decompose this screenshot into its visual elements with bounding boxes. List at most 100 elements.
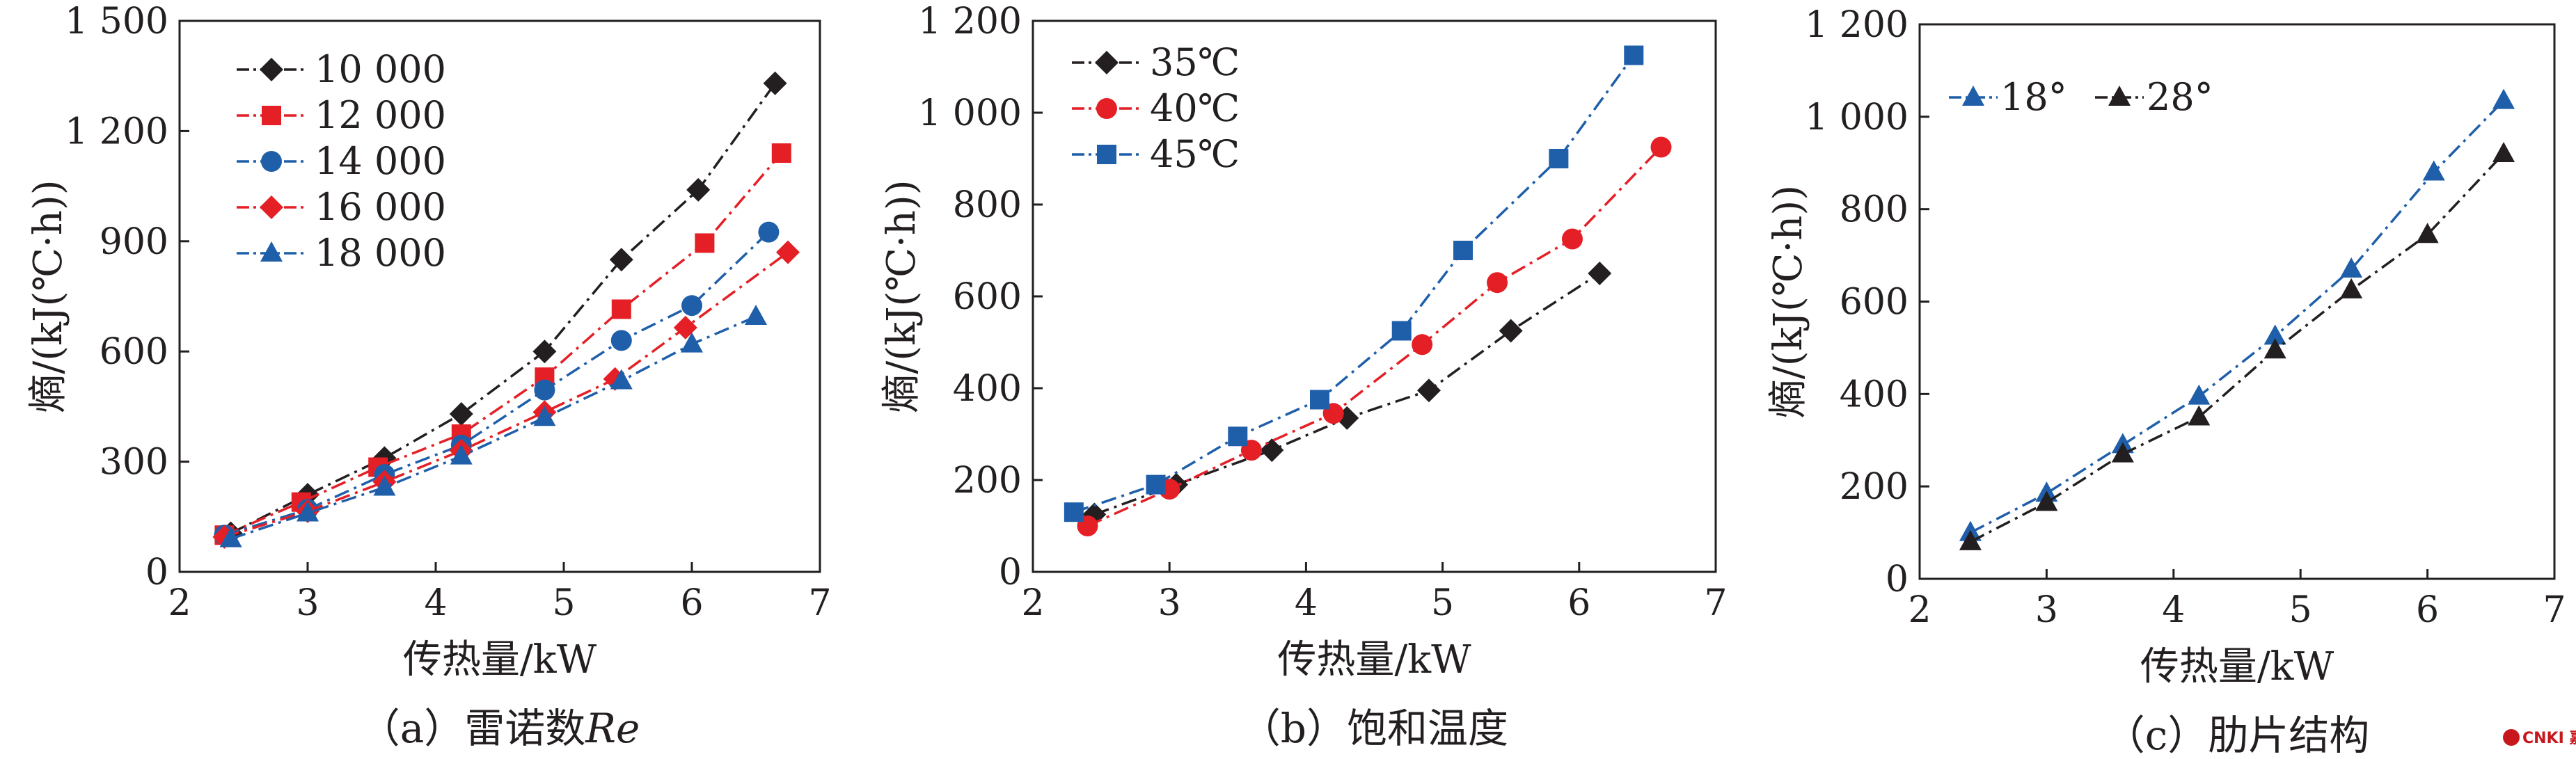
watermark: CNKI 嘉达信	[2503, 729, 2576, 747]
data-point	[534, 379, 555, 401]
y-tick-label: 0	[1886, 559, 1909, 600]
panel-caption: （a）雷诺数Re	[360, 705, 640, 752]
x-tick-label: 5	[2289, 589, 2312, 631]
data-point	[2492, 141, 2515, 162]
y-tick-label: 0	[145, 552, 168, 593]
data-point	[695, 233, 715, 253]
data-point	[219, 527, 242, 548]
y-tick-label: 1 500	[65, 1, 168, 42]
series-a-4	[219, 305, 767, 548]
y-tick-label: 0	[999, 552, 1022, 593]
data-point	[2263, 338, 2286, 359]
series-b-1	[1077, 136, 1672, 536]
legend-label: 14 000	[315, 139, 446, 183]
data-point	[2340, 257, 2363, 278]
legend-marker	[261, 151, 282, 172]
legend-label: 10 000	[315, 47, 446, 91]
panel-caption: （c）肋片结构	[2105, 712, 2369, 756]
data-point	[1412, 334, 1433, 355]
data-point	[1487, 272, 1508, 294]
y-axis-label: 熵/(kJ(℃·h))	[879, 179, 924, 413]
data-point	[1228, 426, 1248, 447]
series-line	[1970, 152, 2505, 543]
legend-label: 40℃	[1150, 86, 1240, 130]
x-tick-label: 2	[1021, 582, 1044, 624]
plot-frame	[1032, 19, 1717, 573]
series-c-1	[1959, 141, 2515, 550]
series-b-2	[1064, 45, 1644, 522]
caption-text: （b）饱和温度	[1240, 705, 1508, 752]
data-point	[610, 330, 632, 351]
data-point	[771, 143, 791, 163]
series-line	[1970, 99, 2505, 534]
data-point	[1064, 502, 1084, 522]
chart-panel-c: 2 3 4 5 6 7 0 200 400 600 800 1 000 1 200 传热量/kW 熵/(kJ…	[1766, 4, 2566, 759]
legend-marker	[1962, 86, 1984, 106]
data-point	[681, 332, 703, 353]
data-point	[449, 401, 473, 426]
y-tick-label: 300	[100, 442, 168, 484]
y-tick-label: 900	[100, 221, 168, 263]
x-tick-label: 4	[2162, 589, 2185, 631]
y-tick-label: 1 000	[1805, 97, 1909, 138]
y-tick-label: 1 200	[65, 111, 168, 152]
legend-label: 45℃	[1150, 132, 1240, 176]
chart-panel-b: 2 3 4 5 6 7 0 200 400 600 800 1 000 1 200 传热量/kW 熵/(kJ…	[879, 1, 1728, 752]
y-tick-label: 600	[100, 331, 168, 373]
x-tick-label: 3	[296, 582, 319, 624]
legend-label: 35℃	[1150, 40, 1240, 84]
legend: 35℃40℃45℃	[1072, 40, 1240, 176]
series-line	[230, 315, 757, 541]
chart-panel-a: 2 3 4 5 6 7 0 300 600 900 1 200 1 500 传热量/kW 熵/(kJ(℃·…	[26, 1, 832, 752]
y-tick-label: 800	[1840, 189, 1909, 231]
data-point	[686, 177, 711, 202]
x-tick-label: 7	[1704, 582, 1727, 624]
legend-label: 18 000	[315, 231, 446, 275]
legend-marker	[260, 58, 283, 81]
series-line	[223, 231, 770, 536]
y-tick-label: 400	[953, 368, 1022, 410]
data-point	[2416, 223, 2439, 243]
y-axis-label: 熵/(kJ(℃·h))	[1766, 185, 1811, 418]
caption-italic-text: Re	[585, 705, 640, 752]
legend-marker	[1096, 98, 1117, 119]
data-point	[1549, 149, 1569, 168]
series-c-0	[1959, 88, 2515, 541]
data-point	[1310, 390, 1330, 410]
x-tick-label: 6	[2416, 589, 2439, 631]
data-point	[609, 248, 633, 272]
plot-frame	[178, 19, 821, 573]
x-tick-label: 6	[1567, 582, 1590, 624]
x-tick-label: 7	[2543, 589, 2566, 631]
series-line	[223, 251, 789, 538]
data-point	[1146, 474, 1166, 495]
data-point	[2035, 490, 2058, 511]
x-axis-label: 传热量/kW	[2140, 644, 2334, 689]
data-point	[2111, 442, 2134, 463]
data-point	[2422, 160, 2445, 181]
data-point	[611, 299, 631, 319]
legend-marker	[260, 241, 283, 262]
y-axis-label: 熵/(kJ(℃·h))	[26, 179, 71, 413]
y-tick-label: 1 200	[918, 1, 1022, 42]
series-line	[1093, 272, 1601, 516]
watermark-text: CNKI 嘉达信	[2522, 729, 2576, 747]
data-point	[297, 501, 319, 522]
data-point	[1650, 136, 1672, 158]
x-tick-label: 3	[2035, 589, 2058, 631]
data-point	[450, 444, 473, 465]
legend-label: 12 000	[315, 93, 446, 137]
data-point	[1416, 378, 1441, 403]
x-tick-label: 3	[1158, 582, 1181, 624]
data-point	[681, 295, 702, 317]
data-point	[1453, 241, 1473, 260]
data-point	[1588, 262, 1612, 285]
y-tick-label: 600	[1840, 282, 1909, 323]
data-point	[2263, 324, 2286, 345]
data-point	[2340, 278, 2363, 298]
caption-text: （c）肋片结构	[2105, 712, 2369, 756]
legend-marker	[1095, 51, 1119, 74]
